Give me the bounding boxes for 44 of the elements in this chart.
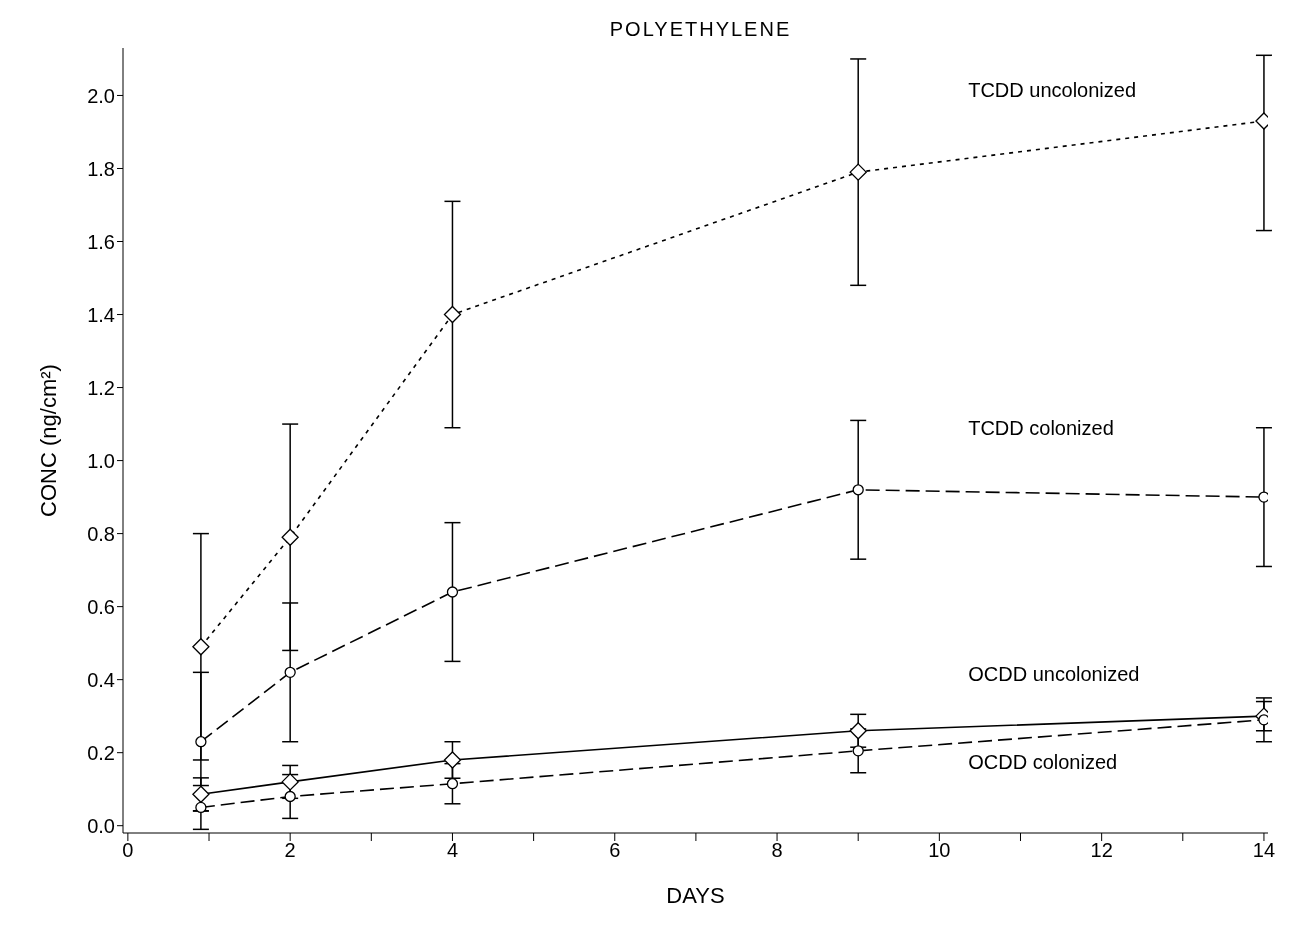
point [1258, 714, 1268, 726]
y-axis-title: CONC (ng/cm²) [35, 364, 61, 517]
series-label: TCDD uncolonized [968, 79, 1137, 102]
point [195, 736, 207, 748]
chart-title: POLYETHYLENE [608, 18, 793, 41]
x-tick-label: 2 [284, 839, 296, 862]
point [192, 785, 210, 803]
point [443, 751, 462, 769]
y-tick-label: 0.8 [87, 522, 115, 545]
point [284, 666, 296, 678]
point [852, 745, 864, 757]
text: TCDD colonized [968, 416, 1114, 439]
x-axis-title: DAYS [666, 883, 725, 908]
y-tick-label: 1.2 [87, 376, 115, 399]
point [1258, 491, 1268, 503]
point [195, 801, 207, 814]
point [281, 528, 299, 546]
point [192, 638, 210, 656]
point [446, 586, 459, 598]
y-tick-label: 0.0 [87, 814, 115, 837]
point [849, 722, 867, 740]
y-tick-label: 1.4 [87, 303, 115, 326]
point [849, 163, 867, 181]
x-tick-label: 8 [771, 839, 783, 862]
x-tick-label: 12 [1090, 839, 1113, 862]
point [446, 778, 459, 790]
x-tick-label: 0 [122, 839, 134, 862]
series-label: OCDD uncolonized [968, 662, 1140, 685]
y-tick-label: 0.6 [87, 595, 115, 618]
point [852, 484, 864, 496]
y-tick-label: 1.0 [87, 449, 115, 472]
y-tick-label: 2.0 [87, 84, 115, 107]
point [281, 773, 299, 791]
x-tick-label: 6 [609, 839, 621, 862]
point [443, 305, 462, 324]
series-label: OCDD colonized [968, 750, 1118, 773]
y-tick-label: 1.8 [87, 157, 115, 180]
point [284, 790, 296, 803]
y-tick-label: 1.6 [87, 230, 115, 253]
x-tick-label: 10 [928, 839, 951, 862]
y-tick-label: 0.2 [87, 741, 115, 764]
y-tick-label: 0.4 [87, 668, 115, 691]
x-tick-label: 4 [446, 839, 459, 862]
x-tick-label: 14 [1252, 839, 1276, 862]
